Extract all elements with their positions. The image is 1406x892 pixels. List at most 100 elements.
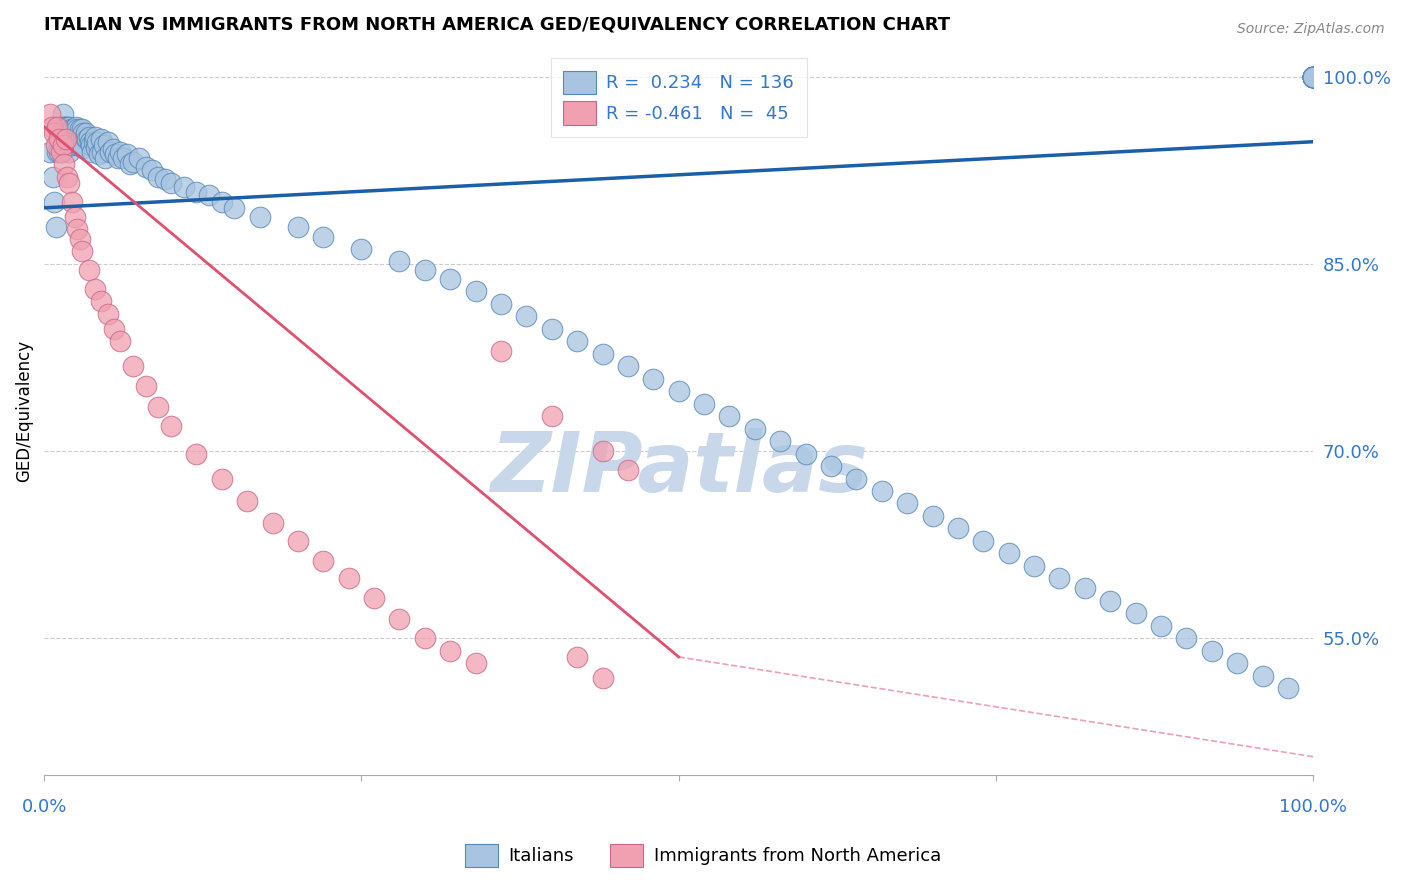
Point bbox=[1302, 70, 1324, 84]
Point bbox=[70, 122, 93, 136]
Point bbox=[439, 643, 461, 657]
Point bbox=[60, 194, 83, 209]
Point bbox=[58, 138, 80, 153]
Point bbox=[70, 138, 93, 153]
Point bbox=[388, 613, 411, 627]
Point bbox=[83, 129, 105, 144]
Point bbox=[540, 322, 562, 336]
Point bbox=[58, 145, 80, 159]
Point bbox=[72, 126, 94, 140]
Point bbox=[55, 132, 77, 146]
Point bbox=[79, 135, 101, 149]
Y-axis label: GED/Equivalency: GED/Equivalency bbox=[15, 340, 32, 482]
Text: ZIPatlas: ZIPatlas bbox=[489, 428, 868, 509]
Point bbox=[153, 172, 176, 186]
Point bbox=[65, 120, 87, 134]
Point bbox=[820, 458, 842, 473]
Point bbox=[73, 129, 96, 144]
Point bbox=[1302, 70, 1324, 84]
Legend: Italians, Immigrants from North America: Italians, Immigrants from North America bbox=[458, 837, 948, 874]
Point bbox=[39, 145, 62, 159]
Point bbox=[45, 120, 67, 134]
Point bbox=[262, 516, 284, 531]
Point bbox=[160, 419, 183, 434]
Point bbox=[39, 107, 62, 121]
Point bbox=[1226, 656, 1249, 670]
Point bbox=[1074, 582, 1097, 596]
Point bbox=[350, 242, 373, 256]
Point bbox=[173, 179, 195, 194]
Point bbox=[718, 409, 741, 424]
Point bbox=[60, 126, 83, 140]
Point bbox=[93, 138, 115, 153]
Point bbox=[1302, 70, 1324, 84]
Point bbox=[693, 397, 716, 411]
Point bbox=[489, 344, 512, 359]
Point bbox=[115, 147, 138, 161]
Point bbox=[1302, 70, 1324, 84]
Point bbox=[51, 145, 73, 159]
Point bbox=[87, 147, 110, 161]
Point bbox=[70, 244, 93, 259]
Point bbox=[160, 176, 183, 190]
Point bbox=[565, 334, 588, 349]
Point bbox=[794, 447, 817, 461]
Point bbox=[413, 631, 436, 645]
Point bbox=[101, 142, 124, 156]
Point bbox=[1022, 558, 1045, 573]
Point bbox=[49, 132, 72, 146]
Point bbox=[72, 141, 94, 155]
Point bbox=[62, 122, 84, 136]
Point bbox=[58, 132, 80, 146]
Point bbox=[111, 151, 134, 165]
Point bbox=[413, 263, 436, 277]
Point bbox=[1302, 70, 1324, 84]
Point bbox=[110, 145, 132, 159]
Point bbox=[59, 122, 82, 136]
Point bbox=[52, 132, 75, 146]
Point bbox=[52, 120, 75, 134]
Point bbox=[135, 379, 157, 393]
Point bbox=[44, 194, 66, 209]
Point bbox=[617, 359, 640, 374]
Point bbox=[946, 521, 969, 535]
Point bbox=[122, 154, 145, 169]
Text: ITALIAN VS IMMIGRANTS FROM NORTH AMERICA GED/EQUIVALENCY CORRELATION CHART: ITALIAN VS IMMIGRANTS FROM NORTH AMERICA… bbox=[44, 15, 950, 33]
Point bbox=[48, 132, 70, 146]
Point bbox=[1099, 594, 1122, 608]
Point bbox=[55, 132, 77, 146]
Point bbox=[489, 297, 512, 311]
Point bbox=[66, 138, 89, 153]
Point bbox=[1302, 70, 1324, 84]
Point bbox=[94, 151, 117, 165]
Point bbox=[211, 194, 233, 209]
Point bbox=[44, 138, 66, 153]
Point bbox=[48, 145, 70, 159]
Point bbox=[744, 422, 766, 436]
Point bbox=[75, 126, 97, 140]
Point bbox=[1125, 607, 1147, 621]
Point bbox=[69, 138, 91, 153]
Point bbox=[186, 185, 208, 199]
Point bbox=[63, 129, 86, 144]
Point bbox=[76, 132, 98, 146]
Point bbox=[1302, 70, 1324, 84]
Point bbox=[46, 120, 69, 134]
Point bbox=[80, 138, 103, 153]
Point bbox=[148, 401, 170, 415]
Point bbox=[1302, 70, 1324, 84]
Point bbox=[287, 219, 309, 234]
Point bbox=[211, 471, 233, 485]
Point bbox=[65, 135, 87, 149]
Point bbox=[312, 554, 335, 568]
Point bbox=[49, 120, 72, 134]
Point bbox=[66, 122, 89, 136]
Point bbox=[83, 282, 105, 296]
Point bbox=[48, 132, 70, 146]
Point bbox=[97, 135, 120, 149]
Point bbox=[66, 222, 89, 236]
Point bbox=[62, 135, 84, 149]
Point bbox=[363, 591, 385, 606]
Point bbox=[643, 372, 665, 386]
Point bbox=[224, 201, 246, 215]
